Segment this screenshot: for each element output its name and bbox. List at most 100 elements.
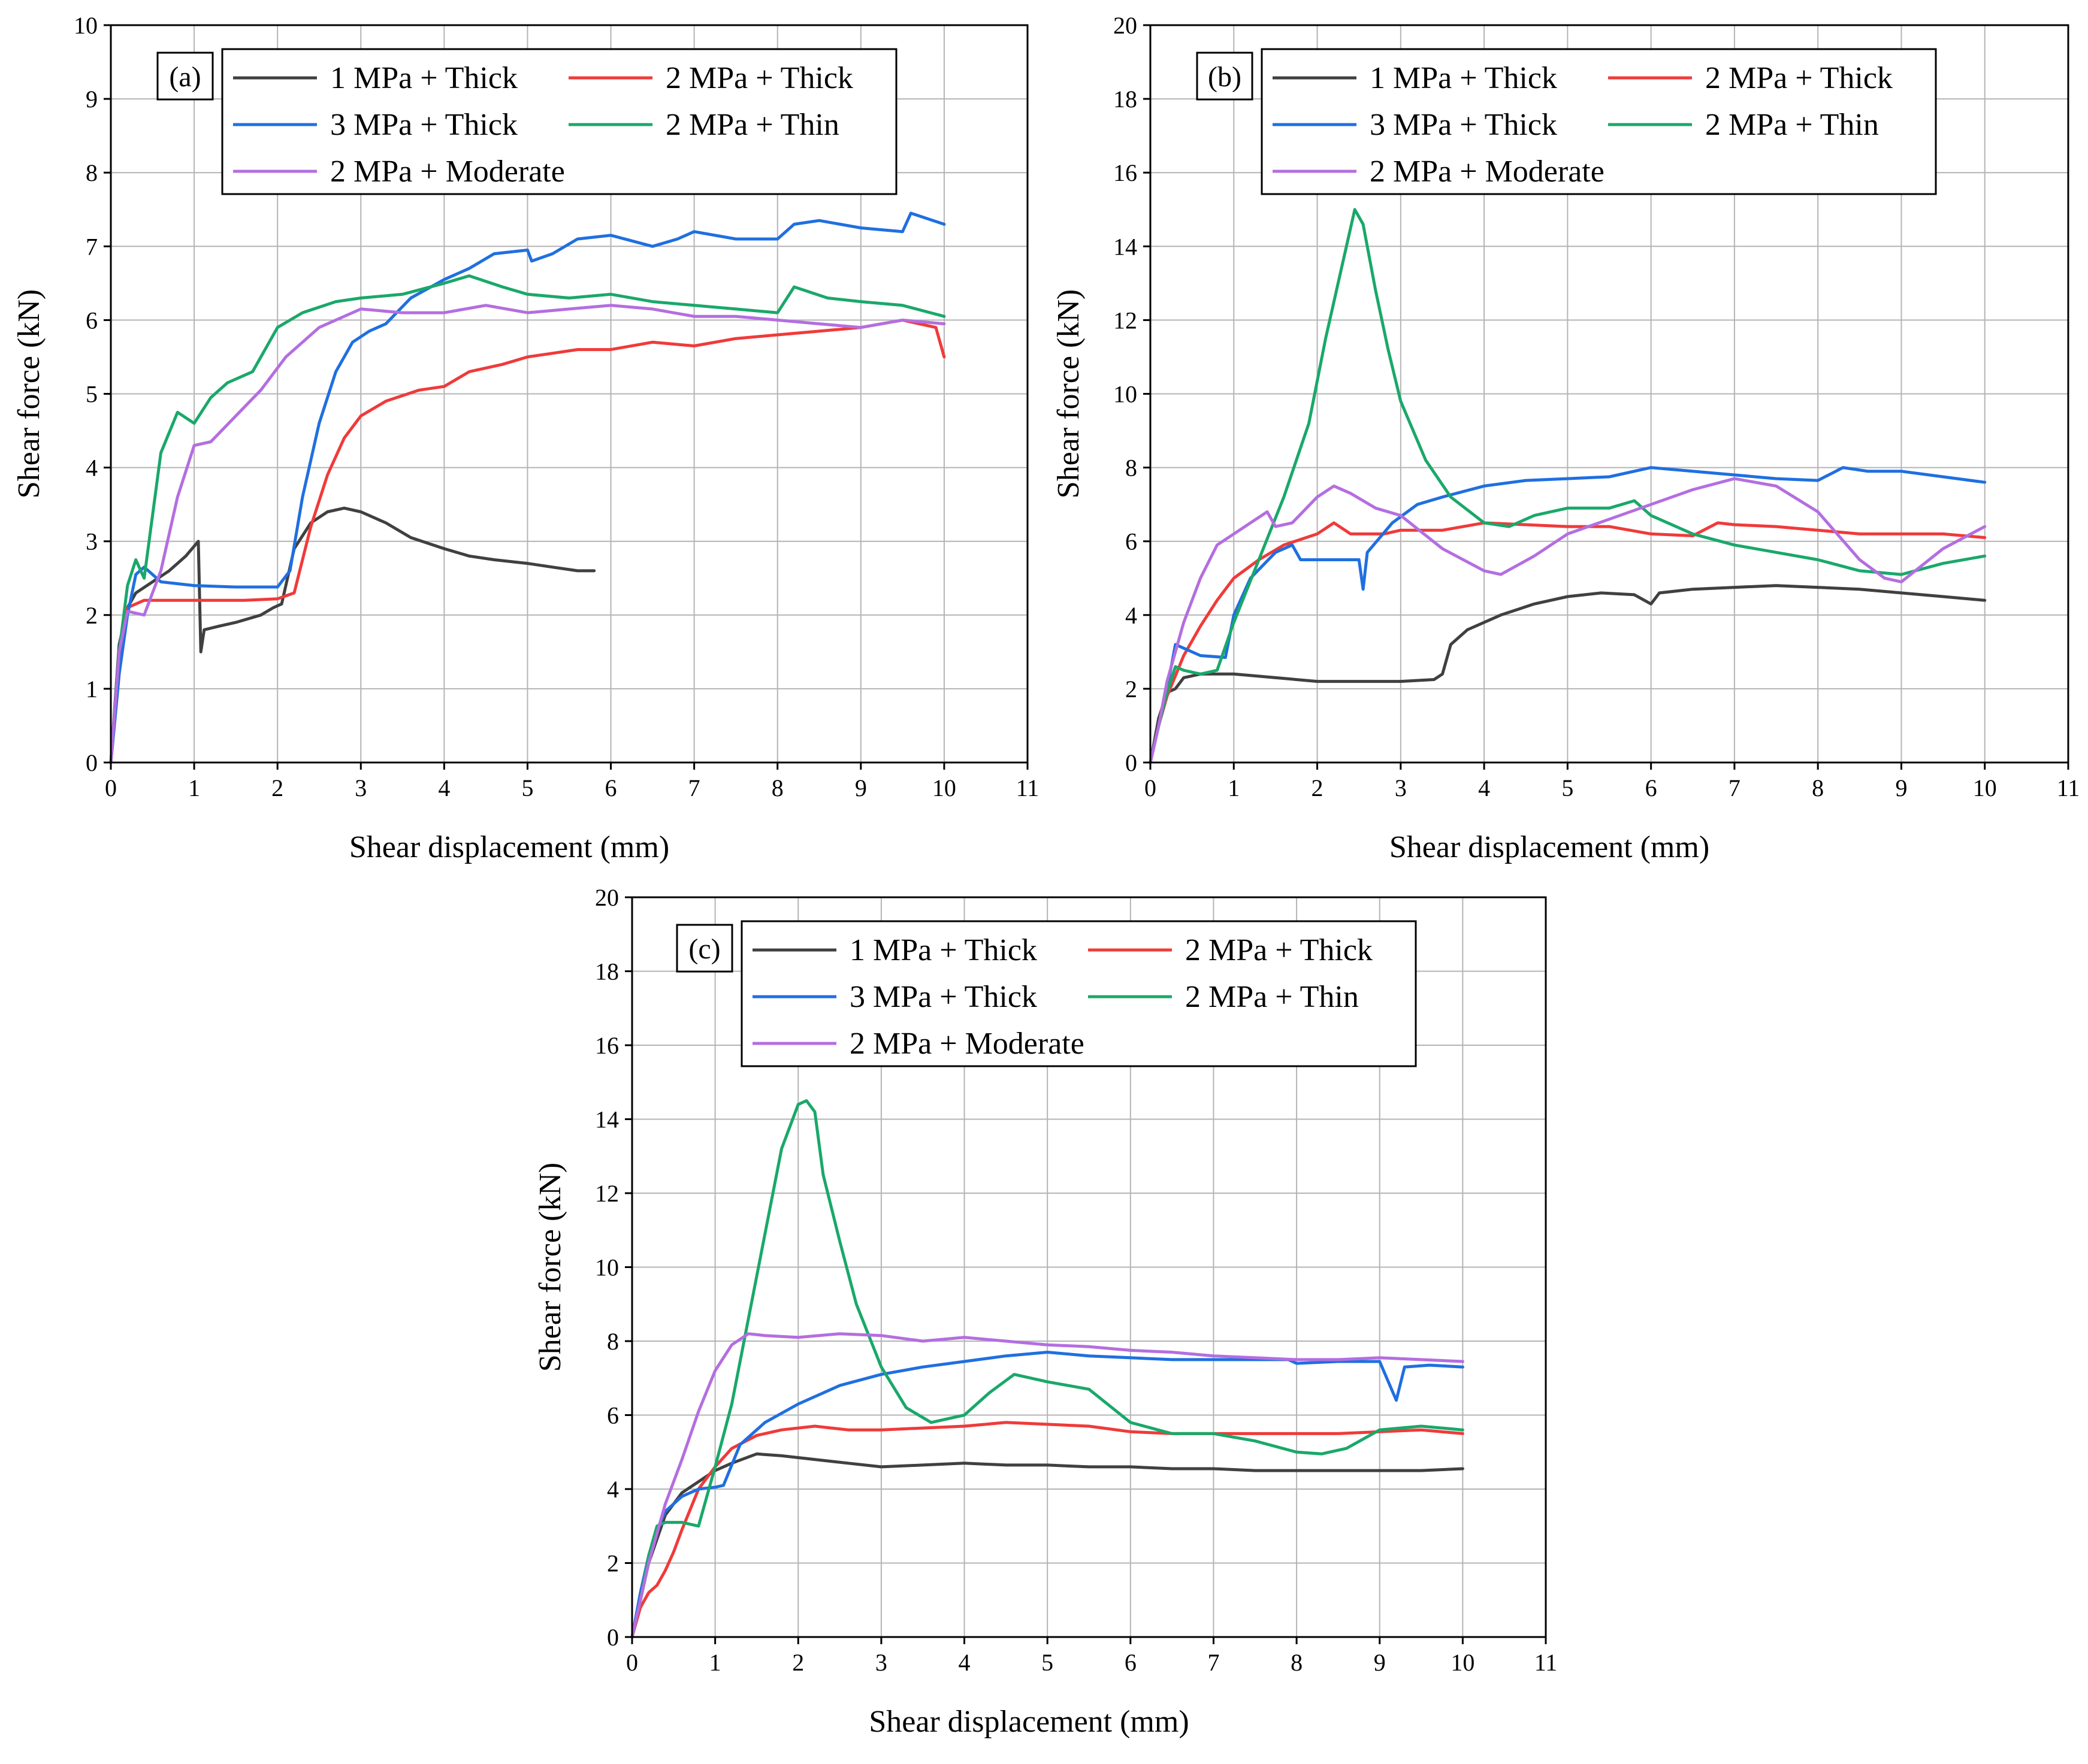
x-axis-label: Shear displacement (mm) — [1389, 830, 1709, 864]
series-line-5 — [109, 304, 946, 764]
series-line-1 — [109, 506, 596, 764]
y-tick-label: 3 — [86, 528, 98, 555]
x-tick-label: 2 — [1312, 774, 1323, 801]
y-tick-label: 2 — [607, 1550, 619, 1577]
legend: 1 MPa + Thick 2 MPa + Thick 3 MPa + Thick 2… — [753, 933, 1373, 1061]
x-tick-label: 6 — [605, 774, 617, 801]
y-tick-label: 4 — [1125, 602, 1137, 629]
x-tick-label: 10 — [1451, 1649, 1474, 1676]
legend-box — [741, 920, 1417, 1067]
x-tick-label: 6 — [1125, 1649, 1137, 1676]
y-tick-label: 2 — [1125, 676, 1137, 703]
series-line-5 — [630, 1332, 1464, 1639]
y-tick-label: 8 — [86, 159, 98, 186]
y-tick-label: 6 — [1125, 528, 1137, 555]
y-tick-label: 0 — [607, 1624, 619, 1651]
x-tick-label: 5 — [521, 774, 533, 801]
series-line-4 — [1149, 208, 1987, 764]
legend-entry: 1 MPa + Thick — [330, 61, 518, 95]
legend: 1 MPa + Thick 2 MPa + Thick 3 MPa + Thick 2… — [233, 61, 853, 189]
legend-entry: 3 MPa + Thick — [850, 980, 1037, 1014]
x-tick-label: 0 — [626, 1649, 638, 1676]
legend-entry: 3 MPa + Thick — [1370, 108, 1557, 142]
x-tick-label: 1 — [709, 1649, 721, 1676]
x-tick-label: 2 — [271, 774, 283, 801]
y-tick-label: 2 — [86, 602, 98, 629]
y-axis-label: Shear force (kN) — [533, 1163, 567, 1372]
series-line-3 — [109, 211, 946, 764]
series-line-5 — [1149, 477, 1987, 764]
y-tick-label: 10 — [1113, 381, 1137, 408]
legend-entry: 3 MPa + Thick — [330, 108, 518, 142]
legend-entry: 2 MPa + Moderate — [850, 1027, 1084, 1061]
panel-label-box — [676, 924, 733, 973]
x-tick-label: 11 — [2057, 774, 2080, 801]
panel-label: (c) — [688, 933, 720, 965]
legend-entry: 2 MPa + Thin — [666, 108, 839, 142]
legend-entry: 2 MPa + Thick — [1705, 61, 1893, 95]
x-tick-label: 10 — [932, 774, 956, 801]
x-tick-label: 4 — [438, 774, 450, 801]
x-tick-label: 1 — [1228, 774, 1240, 801]
y-tick-label: 8 — [1125, 455, 1137, 482]
x-tick-label: 9 — [1374, 1649, 1386, 1676]
y-tick-label: 6 — [607, 1402, 619, 1429]
panel-label-box — [1196, 52, 1253, 101]
y-axis-label: Shear force (kN) — [1051, 289, 1086, 498]
legend-box — [221, 48, 898, 195]
x-tick-label: 4 — [959, 1649, 971, 1676]
x-axis-label: Shear displacement (mm) — [869, 1705, 1189, 1739]
series-line-2 — [1149, 521, 1987, 764]
x-tick-label: 3 — [355, 774, 367, 801]
y-tick-label: 18 — [1113, 86, 1137, 113]
x-tick-label: 11 — [1534, 1649, 1558, 1676]
legend-entry: 2 MPa + Thick — [1185, 933, 1373, 967]
panel-label: (a) — [169, 61, 201, 93]
y-tick-label: 9 — [86, 86, 98, 113]
y-tick-label: 1 — [86, 676, 98, 703]
x-tick-label: 11 — [1016, 774, 1040, 801]
legend-entry: 2 MPa + Moderate — [330, 155, 565, 189]
series-line-2 — [630, 1421, 1464, 1639]
y-tick-label: 5 — [86, 381, 98, 408]
y-tick-label: 20 — [1113, 12, 1137, 39]
legend: 1 MPa + Thick 2 MPa + Thick 3 MPa + Thick 2… — [1273, 61, 1893, 189]
series-line-2 — [109, 318, 946, 764]
y-tick-label: 16 — [595, 1032, 619, 1059]
y-tick-label: 12 — [595, 1180, 619, 1207]
y-tick-label: 20 — [595, 884, 619, 911]
y-axis-label: Shear force (kN) — [12, 289, 46, 498]
legend-entry: 2 MPa + Thin — [1705, 108, 1879, 142]
legend-entry: 2 MPa + Moderate — [1370, 155, 1604, 189]
x-tick-label: 3 — [1395, 774, 1407, 801]
x-tick-label: 8 — [772, 774, 784, 801]
series-line-4 — [109, 274, 946, 764]
legend-entry: 2 MPa + Thick — [666, 61, 853, 95]
legend-entry: 2 MPa + Thin — [1185, 980, 1359, 1014]
series-line-3 — [630, 1351, 1464, 1639]
series-line-3 — [1149, 466, 1987, 764]
y-tick-label: 10 — [595, 1254, 619, 1281]
y-tick-label: 4 — [607, 1476, 619, 1503]
y-tick-label: 7 — [86, 233, 98, 260]
legend-box — [1261, 48, 1937, 195]
x-tick-label: 2 — [792, 1649, 804, 1676]
y-tick-label: 14 — [1113, 233, 1137, 260]
y-tick-label: 8 — [607, 1328, 619, 1355]
y-tick-label: 4 — [86, 455, 98, 482]
x-tick-label: 7 — [1729, 774, 1740, 801]
y-tick-label: 18 — [595, 958, 619, 985]
x-tick-label: 3 — [875, 1649, 887, 1676]
x-tick-label: 8 — [1291, 1649, 1303, 1676]
x-tick-label: 5 — [1041, 1649, 1053, 1676]
x-tick-label: 0 — [105, 774, 117, 801]
y-tick-label: 10 — [74, 12, 98, 39]
legend-entry: 1 MPa + Thick — [850, 933, 1037, 967]
chart-panel-1: 0 1 2 3 4 5 6 7 8 9 10 11 0 1 2 3 4 5 6 7 8 9 10 Shear displace… — [12, 12, 1039, 864]
x-tick-label: 4 — [1478, 774, 1490, 801]
x-tick-label: 7 — [688, 774, 700, 801]
x-tick-label: 7 — [1207, 1649, 1219, 1676]
